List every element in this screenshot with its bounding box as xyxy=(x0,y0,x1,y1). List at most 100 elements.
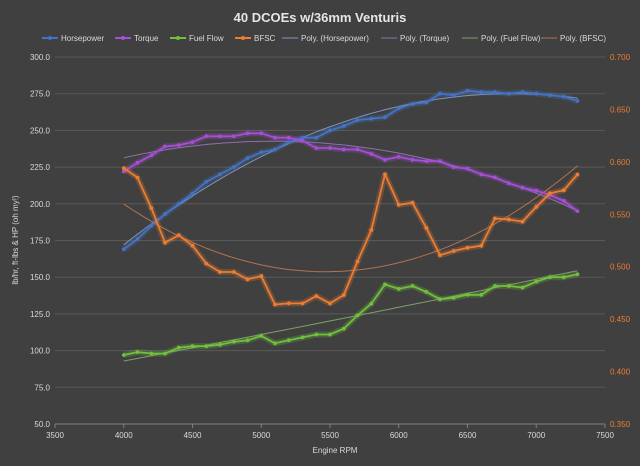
y2-tick-label: 0.650 xyxy=(610,105,631,114)
x-axis-label: Engine RPM xyxy=(313,446,358,455)
data-point xyxy=(176,345,181,350)
data-point xyxy=(424,100,429,105)
data-point xyxy=(383,282,387,287)
data-point xyxy=(163,351,167,356)
data-point xyxy=(300,138,305,143)
data-point xyxy=(328,332,332,337)
data-point xyxy=(259,334,264,338)
legend-label: Poly. (Fuel Flow) xyxy=(481,34,541,43)
legend-item: Horsepower xyxy=(42,34,104,43)
data-point xyxy=(575,172,580,177)
data-point xyxy=(231,270,236,274)
data-point xyxy=(369,116,374,121)
data-point xyxy=(493,175,497,180)
data-point xyxy=(163,212,167,217)
data-point xyxy=(149,351,154,356)
data-point xyxy=(534,205,539,209)
data-point xyxy=(190,344,195,349)
data-point xyxy=(328,128,332,133)
data-point xyxy=(506,181,511,186)
data-point xyxy=(163,144,167,149)
data-point xyxy=(218,342,222,347)
legend-label: Fuel Flow xyxy=(189,34,224,43)
data-point xyxy=(410,102,415,106)
data-point xyxy=(479,292,484,297)
data-point xyxy=(204,261,209,266)
legend-label: Horsepower xyxy=(61,34,104,43)
x-tick-label: 3500 xyxy=(46,431,64,440)
data-point xyxy=(149,223,154,228)
y-tick-label: 50.0 xyxy=(34,420,50,429)
data-point xyxy=(465,88,470,93)
data-point xyxy=(493,284,497,288)
data-point xyxy=(369,152,374,156)
data-point xyxy=(121,169,126,174)
data-point xyxy=(438,253,442,258)
data-point xyxy=(561,94,566,99)
data-point xyxy=(218,172,222,177)
legend-label: Torque xyxy=(134,34,159,43)
data-point xyxy=(176,233,181,238)
y2-tick-label: 0.450 xyxy=(610,315,631,324)
x-tick-label: 5000 xyxy=(252,431,270,440)
data-point xyxy=(135,160,140,165)
data-point xyxy=(149,153,154,158)
data-point xyxy=(534,279,539,284)
data-point xyxy=(410,157,415,162)
data-point xyxy=(506,91,511,96)
data-point xyxy=(341,326,346,331)
data-point xyxy=(135,175,140,180)
legend-label: Poly. (Horsepower) xyxy=(301,34,369,43)
data-point xyxy=(548,191,552,196)
y-tick-label: 75.0 xyxy=(34,383,50,392)
x-tick-label: 5500 xyxy=(321,431,339,440)
data-point xyxy=(520,219,525,224)
data-point xyxy=(273,135,277,140)
data-point xyxy=(245,156,250,161)
data-point xyxy=(259,150,264,155)
data-point xyxy=(561,275,566,280)
data-point xyxy=(506,284,511,288)
y-axis-label: lb/hr, ft-lbs & HP (oh my!) xyxy=(11,195,20,285)
data-point xyxy=(355,313,360,318)
data-point xyxy=(286,140,291,145)
data-point xyxy=(438,159,442,164)
data-point xyxy=(328,301,332,306)
data-point xyxy=(355,147,360,152)
series-line xyxy=(123,132,579,212)
data-point xyxy=(534,91,539,96)
data-point xyxy=(424,159,429,164)
data-point xyxy=(204,179,209,184)
data-point xyxy=(520,285,525,290)
legend-marker xyxy=(241,36,245,40)
legend: Horsepower Torque Fuel Flow BFSC Poly. (Hors… xyxy=(42,34,606,43)
series-line xyxy=(123,167,579,306)
data-point xyxy=(314,135,319,140)
data-point xyxy=(231,339,236,344)
data-point xyxy=(424,226,429,230)
data-point xyxy=(286,301,291,306)
data-point xyxy=(520,185,525,190)
data-point xyxy=(355,118,360,122)
data-point xyxy=(328,146,332,150)
data-point xyxy=(149,206,154,210)
data-point xyxy=(355,259,360,264)
y2-tick-label: 0.350 xyxy=(610,420,631,429)
y-tick-label: 100.0 xyxy=(30,347,51,356)
y-tick-label: 175.0 xyxy=(30,237,51,246)
y2-tick-label: 0.500 xyxy=(610,263,631,272)
legend-item: Torque xyxy=(115,34,159,43)
y2-tick-label: 0.550 xyxy=(610,210,631,219)
data-point xyxy=(451,295,456,300)
legend-item: BFSC xyxy=(235,34,276,43)
legend-item: Poly. (Torque) xyxy=(381,34,450,43)
data-point xyxy=(534,188,539,193)
y-tick-label: 300.0 xyxy=(30,53,51,62)
y-tick-label: 200.0 xyxy=(30,200,51,209)
data-point xyxy=(493,90,497,95)
data-point xyxy=(273,341,277,346)
data-point xyxy=(396,154,401,159)
data-point xyxy=(465,292,470,297)
data-point xyxy=(479,243,484,248)
